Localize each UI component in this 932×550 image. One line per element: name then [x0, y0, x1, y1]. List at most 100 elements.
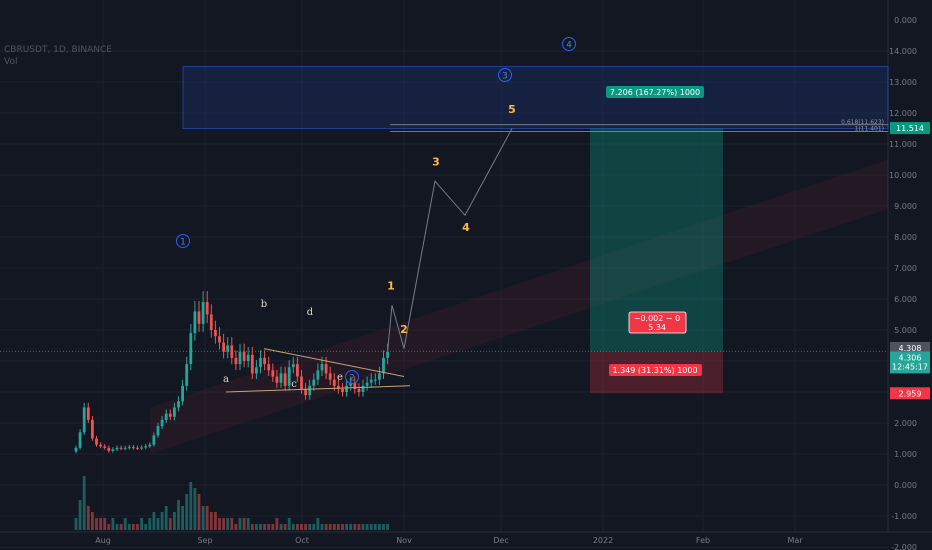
candle-body [222, 342, 225, 352]
candle-body [353, 382, 357, 389]
price-tick-label: -2.000 [891, 543, 917, 550]
volume-bar [168, 518, 172, 530]
volume-bar [296, 524, 299, 530]
center-label-line2: 5.34 [648, 323, 666, 332]
circled-wave-label-4: 4 [566, 41, 572, 51]
candle-body [173, 407, 176, 417]
volume-bar [328, 524, 332, 530]
candle-body [201, 302, 205, 324]
volume-bar [214, 512, 217, 530]
circled-wave-label-3: 3 [502, 72, 508, 82]
circled-wave-marker [345, 370, 359, 384]
volume-bar [259, 524, 262, 530]
candle-body [111, 449, 115, 451]
trendline-upper [263, 348, 405, 377]
circled-wave-label-1: 1 [180, 238, 186, 248]
time-tick-label: 2022 [593, 536, 613, 545]
candle-body [279, 373, 283, 383]
price-tick-label: 11.000 [889, 140, 917, 149]
volume-bar [304, 524, 307, 530]
volume-bar [156, 518, 160, 530]
circled-wave-marker [562, 37, 576, 51]
candle-body [250, 354, 254, 374]
candle-body [82, 407, 86, 433]
candle-body [160, 419, 164, 427]
volume-bar [271, 524, 275, 530]
drawings[interactable]: 1 2 3 4 5 a b c d e 1 2 3 4 [176, 37, 576, 393]
wave-label-5: 5 [508, 103, 516, 116]
time-axis[interactable]: Aug Sep Oct Nov Dec 2022 Feb Mar [95, 536, 803, 545]
candle-body [152, 435, 156, 445]
price-tick-label: 12.000 [889, 109, 917, 118]
candle-body [238, 351, 242, 365]
candle-body [177, 401, 180, 408]
volume-bar [103, 518, 107, 530]
target-zone [182, 66, 889, 129]
candle-body [328, 373, 332, 380]
candle-body [148, 444, 152, 447]
price-tick-label: -1.000 [891, 512, 917, 521]
candle-body [382, 357, 385, 374]
candle-body [136, 447, 139, 449]
candle-body [357, 388, 361, 392]
candle-body [349, 382, 353, 386]
candle-body [275, 376, 279, 383]
volume-bar [234, 524, 238, 530]
circled-wave-label-2: 2 [349, 374, 355, 384]
wave-label-2: 2 [400, 323, 408, 336]
volume-bar [193, 488, 197, 530]
time-tick-label: Mar [787, 536, 803, 545]
volume-bar [111, 518, 115, 530]
price-tick-label: 9.000 [894, 202, 917, 211]
volume-bar [209, 512, 213, 530]
time-tick-label: Sep [197, 536, 212, 545]
volume-bar [152, 512, 156, 530]
volume-bar [189, 482, 193, 530]
volume-bar [337, 524, 340, 530]
candle-body [119, 447, 123, 449]
price-tick-label: 0.000 [894, 481, 917, 490]
volume-bar [115, 524, 119, 530]
volume-bar [267, 524, 271, 530]
candle-body [296, 364, 299, 377]
fib-label-1: 1(11.401) [855, 126, 885, 133]
volume-bar [291, 524, 295, 530]
volume-bar [160, 512, 164, 530]
candle-body [259, 357, 262, 368]
volume-bar [250, 524, 254, 530]
volume-bar [345, 524, 348, 530]
candle-body [181, 385, 184, 402]
volume-bar [308, 524, 312, 530]
candle-body [361, 385, 365, 392]
volume-bars [74, 476, 389, 530]
price-tick-label: 0.000 [894, 16, 917, 25]
candle-body [337, 385, 340, 389]
loss-label-bg [609, 364, 702, 376]
candle-body [91, 419, 94, 439]
center-label-line1: −0.002 ∼ 0 [634, 314, 680, 323]
crosshair-price-tag: 4.308 [899, 344, 922, 353]
wave-label-3: 3 [432, 156, 440, 169]
candle-body [218, 336, 221, 343]
profit-label-bg [606, 86, 704, 98]
volume-bar [230, 518, 234, 530]
price-tick-label: 6.000 [894, 295, 917, 304]
candle-body [168, 413, 172, 417]
candle-body [287, 367, 291, 386]
fib-label-0618: 0.618(11.623) [841, 119, 884, 126]
center-label-bg [628, 311, 687, 334]
candle-body [74, 447, 78, 452]
volume-bar [107, 524, 111, 530]
volume-bar [320, 524, 324, 530]
candle-body [304, 388, 307, 396]
target-price-tag: 11.514 [896, 124, 924, 133]
wave-label-4: 4 [462, 221, 470, 234]
volume-bar [136, 524, 139, 530]
candle-body [99, 444, 102, 447]
price-tick-label: 8.000 [894, 233, 917, 242]
candle-body [132, 447, 135, 449]
candle-body [255, 367, 258, 374]
volume-bar [238, 518, 242, 530]
